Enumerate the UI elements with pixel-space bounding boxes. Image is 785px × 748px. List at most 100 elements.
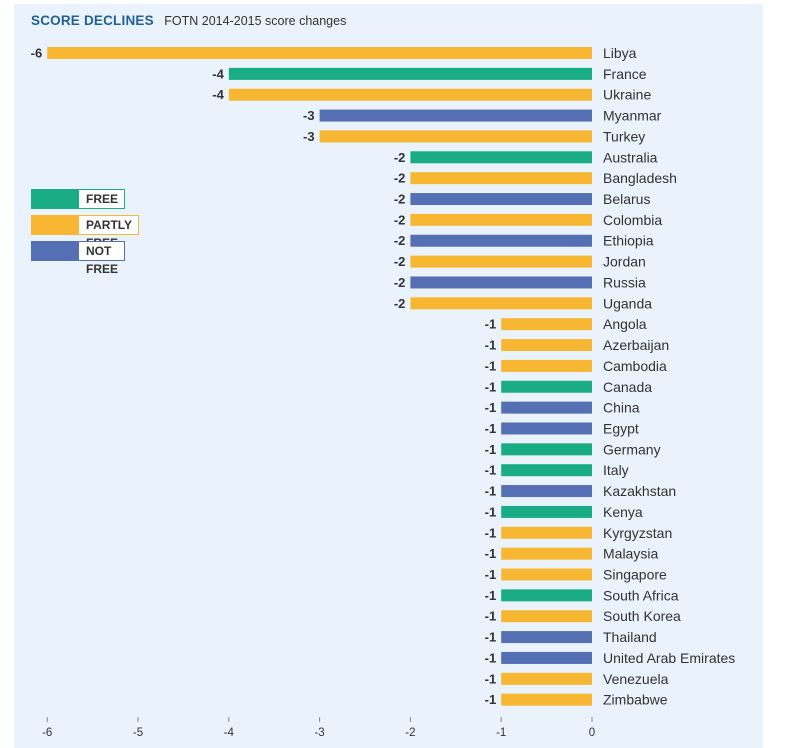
category-label-jordan: Jordan <box>603 254 646 270</box>
x-tick-label: -2 <box>405 727 415 739</box>
category-label-zimbabwe: Zimbabwe <box>603 692 668 708</box>
chart-panel <box>14 4 763 748</box>
bar-angola <box>501 318 592 331</box>
value-label-kenya: -1 <box>485 504 497 519</box>
bar-ukraine <box>228 88 593 101</box>
bar-uganda <box>410 297 592 310</box>
category-label-russia: Russia <box>603 274 646 290</box>
bar-kenya <box>501 505 592 518</box>
value-label-kazakhstan: -1 <box>485 484 497 499</box>
legend-label-not-free: NOT FREE <box>79 241 125 276</box>
bar-libya <box>47 47 592 59</box>
value-label-canada: -1 <box>485 379 497 394</box>
category-label-ethiopia: Ethiopia <box>603 233 654 249</box>
value-label-italy: -1 <box>485 463 497 478</box>
value-label-venezuela: -1 <box>485 671 497 686</box>
category-label-china: China <box>603 400 640 416</box>
category-label-germany: Germany <box>603 441 661 457</box>
legend-swatch-free <box>31 189 79 209</box>
bar-china <box>501 401 592 414</box>
category-label-uganda: Uganda <box>603 295 652 311</box>
bar-thailand <box>501 631 592 644</box>
bar-australia <box>410 151 592 164</box>
legend-label-partly-free: PARTLY FREE <box>79 215 139 250</box>
bar-kazakhstan <box>501 485 592 498</box>
value-label-ethiopia: -2 <box>394 233 406 248</box>
bar-colombia <box>410 213 592 226</box>
value-label-colombia: -2 <box>394 212 406 227</box>
value-label-egypt: -1 <box>485 421 497 436</box>
value-label-bangladesh: -2 <box>394 171 406 186</box>
bar-singapore <box>501 568 592 581</box>
value-label-singapore: -1 <box>485 567 497 582</box>
chart-title-row: SCORE DECLINES FOTN 2014-2015 score chan… <box>31 12 346 30</box>
value-label-belarus: -2 <box>394 192 406 207</box>
bar-russia <box>410 276 592 289</box>
category-label-cambodia: Cambodia <box>603 358 667 374</box>
value-label-turkey: -3 <box>303 129 315 144</box>
category-label-australia: Australia <box>603 149 658 165</box>
bar-france <box>228 67 593 80</box>
category-label-kyrgyzstan: Kyrgyzstan <box>603 525 672 541</box>
value-label-south-africa: -1 <box>485 588 497 603</box>
x-tick-label: -4 <box>224 727 235 739</box>
bar-jordan <box>410 255 592 268</box>
bar-south-korea <box>501 610 592 623</box>
value-label-thailand: -1 <box>485 630 497 645</box>
legend-label-free: FREE <box>79 189 126 209</box>
value-label-ukraine: -4 <box>212 87 224 102</box>
category-label-south-korea: South Korea <box>603 608 681 624</box>
category-label-egypt: Egypt <box>603 420 639 436</box>
value-label-libya: -6 <box>31 46 43 61</box>
value-label-south-korea: -1 <box>485 609 497 624</box>
bar-zimbabwe <box>501 693 592 706</box>
value-label-united-arab-emirates: -1 <box>485 650 497 665</box>
category-label-myanmar: Myanmar <box>603 108 662 124</box>
category-label-malaysia: Malaysia <box>603 546 658 562</box>
bar-kyrgyzstan <box>501 526 592 539</box>
chart-subtitle: FOTN 2014-2015 score changes <box>164 14 347 28</box>
bar-germany <box>501 443 592 456</box>
value-label-russia: -2 <box>394 275 406 290</box>
value-label-australia: -2 <box>394 150 406 165</box>
category-label-venezuela: Venezuela <box>603 671 669 687</box>
value-label-kyrgyzstan: -1 <box>485 525 497 540</box>
category-label-south-africa: South Africa <box>603 587 679 603</box>
value-label-france: -4 <box>212 66 224 81</box>
category-label-united-arab-emirates: United Arab Emirates <box>603 650 735 666</box>
legend-swatch-not-free <box>31 241 79 261</box>
bar-ethiopia <box>410 234 592 247</box>
value-label-jordan: -2 <box>394 254 406 269</box>
category-label-ukraine: Ukraine <box>603 87 651 103</box>
category-label-angola: Angola <box>603 316 647 332</box>
value-label-uganda: -2 <box>394 296 406 311</box>
bar-italy <box>501 464 592 477</box>
x-tick-label: -1 <box>496 727 506 739</box>
category-label-italy: Italy <box>603 462 629 478</box>
value-label-myanmar: -3 <box>303 108 315 123</box>
bar-turkey <box>319 130 592 143</box>
bar-united-arab-emirates <box>501 651 592 664</box>
value-label-germany: -1 <box>485 442 497 457</box>
category-label-kazakhstan: Kazakhstan <box>603 483 676 499</box>
value-label-zimbabwe: -1 <box>485 692 497 707</box>
category-label-singapore: Singapore <box>603 567 667 583</box>
bar-bangladesh <box>410 172 592 185</box>
bar-cambodia <box>501 359 592 372</box>
category-label-france: France <box>603 66 647 82</box>
bar-malaysia <box>501 547 592 560</box>
category-label-belarus: Belarus <box>603 191 650 207</box>
value-label-angola: -1 <box>485 317 497 332</box>
category-label-azerbaijan: Azerbaijan <box>603 337 669 353</box>
x-tick-label: -3 <box>314 727 324 739</box>
bar-south-africa <box>501 589 592 602</box>
category-label-thailand: Thailand <box>603 629 657 645</box>
bar-azerbaijan <box>501 339 592 352</box>
category-label-turkey: Turkey <box>603 128 645 144</box>
legend-swatch-partly-free <box>31 215 79 235</box>
category-label-colombia: Colombia <box>603 212 662 228</box>
value-label-china: -1 <box>485 400 497 415</box>
category-label-bangladesh: Bangladesh <box>603 170 677 186</box>
x-tick-label: -5 <box>133 727 143 739</box>
